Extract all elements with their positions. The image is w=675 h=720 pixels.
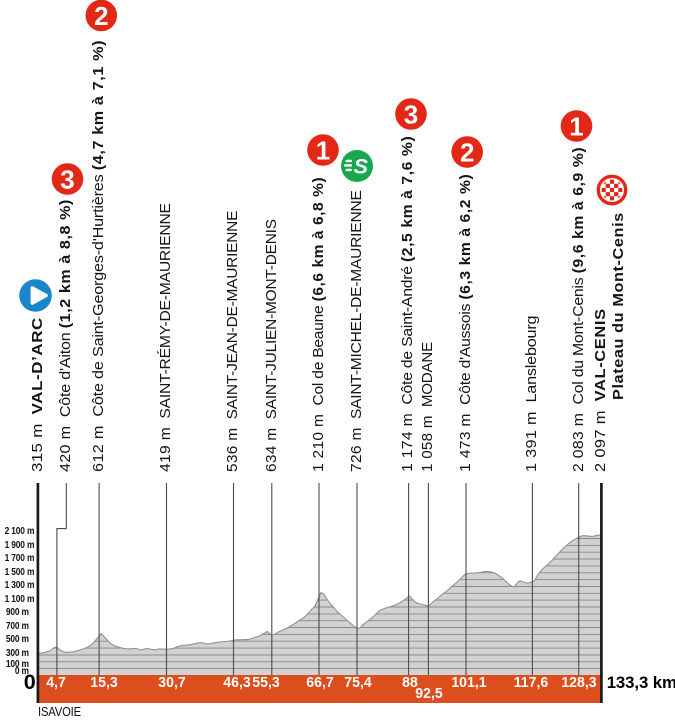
svg-text:2: 2 xyxy=(94,1,108,31)
svg-text:S: S xyxy=(354,155,369,179)
svg-text:2: 2 xyxy=(460,137,474,167)
svg-text:3: 3 xyxy=(60,164,74,194)
svg-text:1: 1 xyxy=(569,111,583,141)
svg-text:3: 3 xyxy=(404,99,418,129)
svg-text:1: 1 xyxy=(316,135,330,165)
